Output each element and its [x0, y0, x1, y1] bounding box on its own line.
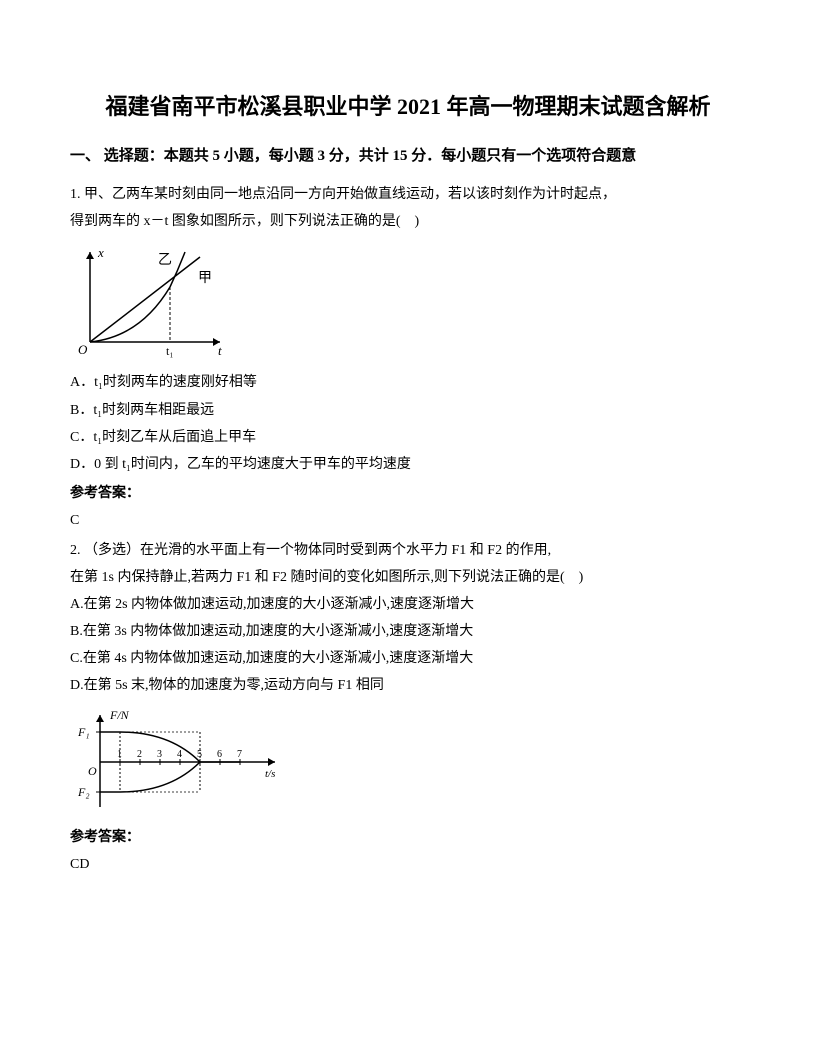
axis-t-label: t: [218, 343, 222, 358]
tick-1: 1: [117, 749, 122, 760]
q1-optC: C．t₁时刻乙车从后面追上甲车: [70, 425, 746, 450]
q2-optA: A.在第 2s 内物体做加速运动,加速度的大小逐渐减小,速度逐渐增大: [70, 592, 746, 617]
q2-optC: C.在第 4s 内物体做加速运动,加速度的大小逐渐减小,速度逐渐增大: [70, 646, 746, 671]
q1-answer-label: 参考答案：: [70, 481, 746, 506]
f2-label: F₂: [77, 785, 90, 799]
q1-optD: D．0 到 t₁时间内，乙车的平均速度大于甲车的平均速度: [70, 452, 746, 477]
q2-line1: 2. （多选）在光滑的水平面上有一个物体同时受到两个水平力 F1 和 F2 的作…: [70, 538, 746, 563]
tick-4: 4: [177, 749, 182, 760]
q2-optB: B.在第 3s 内物体做加速运动,加速度的大小逐渐减小,速度逐渐增大: [70, 619, 746, 644]
q2-answer-label: 参考答案：: [70, 825, 746, 850]
tick-5: 5: [197, 749, 202, 760]
section-heading: 一、 选择题：本题共 5 小题，每小题 3 分，共计 15 分．每小题只有一个选…: [70, 143, 746, 170]
fn-label: F/N: [109, 708, 130, 722]
t1-label: t₁: [166, 344, 174, 358]
jia-label: 甲: [198, 271, 212, 286]
axis-x-label: x: [97, 245, 104, 260]
q2-answer: CD: [70, 852, 746, 877]
question-2: 2. （多选）在光滑的水平面上有一个物体同时受到两个水平力 F1 和 F2 的作…: [70, 538, 746, 878]
ts-label: t/s: [265, 768, 275, 780]
q1-optB: B．t₁时刻两车相距最远: [70, 398, 746, 423]
origin-label: O: [78, 342, 88, 357]
q2-graph: F/N F₁ F₂ O t/s 1 2 3 4 5 6 7: [70, 707, 746, 817]
page-title: 福建省南平市松溪县职业中学 2021 年高一物理期末试题含解析: [70, 90, 746, 123]
tick-3: 3: [157, 749, 162, 760]
tick-7: 7: [237, 749, 242, 760]
q2-optD: D.在第 5s 末,物体的加速度为零,运动方向与 F1 相同: [70, 673, 746, 698]
q1-graph: x t O t₁ 甲 乙: [70, 242, 746, 362]
q1-optA: A．t₁时刻两车的速度刚好相等: [70, 370, 746, 395]
q1-line2: 得到两车的 x－t 图象如图所示，则下列说法正确的是( ): [70, 209, 746, 234]
q1-answer: C: [70, 508, 746, 533]
tick-2: 2: [137, 749, 142, 760]
yi-label: 乙: [158, 252, 172, 268]
q1-line1: 1. 甲、乙两车某时刻由同一地点沿同一方向开始做直线运动，若以该时刻作为计时起点…: [70, 182, 746, 207]
tick-6: 6: [217, 749, 222, 760]
origin2-label: O: [88, 764, 97, 778]
f1-label: F₁: [77, 725, 90, 739]
q2-line2: 在第 1s 内保持静止,若两力 F1 和 F2 随时间的变化如图所示,则下列说法…: [70, 565, 746, 590]
question-1: 1. 甲、乙两车某时刻由同一地点沿同一方向开始做直线运动，若以该时刻作为计时起点…: [70, 182, 746, 534]
